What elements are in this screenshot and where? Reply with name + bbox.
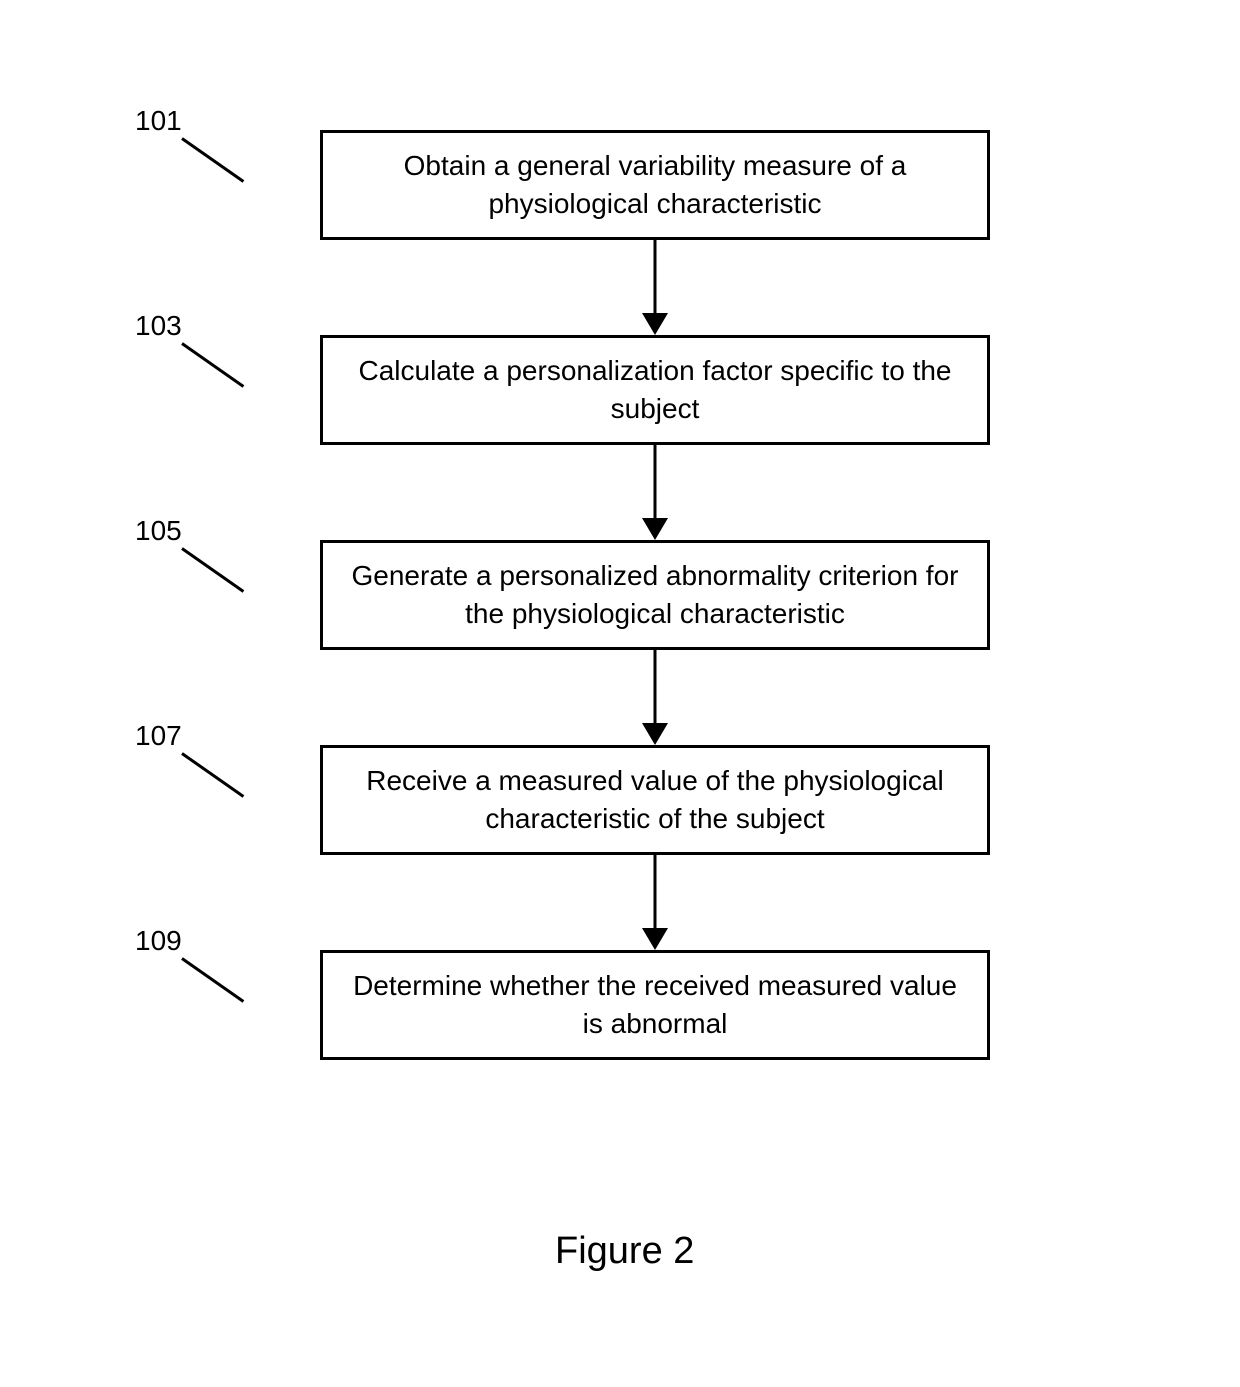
step-label-107: 107 <box>135 720 182 752</box>
step-text-109: Determine whether the received measured … <box>348 967 962 1043</box>
step-text-101: Obtain a general variability measure of … <box>348 147 962 223</box>
label-connector-105 <box>181 547 244 592</box>
arrow-head-4 <box>642 928 668 950</box>
flowchart-step-103: Calculate a personalization factor speci… <box>320 335 990 445</box>
step-label-103: 103 <box>135 310 182 342</box>
flowchart: 101 Obtain a general variability measure… <box>0 0 1240 1387</box>
arrow-head-1 <box>642 313 668 335</box>
arrow-head-2 <box>642 518 668 540</box>
arrow-line-1 <box>654 240 657 313</box>
flowchart-step-109: Determine whether the received measured … <box>320 950 990 1060</box>
label-connector-109 <box>181 957 244 1002</box>
flowchart-step-105: Generate a personalized abnormality crit… <box>320 540 990 650</box>
label-connector-107 <box>181 752 244 797</box>
step-text-103: Calculate a personalization factor speci… <box>348 352 962 428</box>
arrow-line-4 <box>654 855 657 928</box>
label-connector-101 <box>181 137 244 182</box>
flowchart-step-107: Receive a measured value of the physiolo… <box>320 745 990 855</box>
step-label-109: 109 <box>135 925 182 957</box>
arrow-line-3 <box>654 650 657 723</box>
flowchart-step-101: Obtain a general variability measure of … <box>320 130 990 240</box>
arrow-line-2 <box>654 445 657 518</box>
step-label-101: 101 <box>135 105 182 137</box>
step-label-105: 105 <box>135 515 182 547</box>
step-text-105: Generate a personalized abnormality crit… <box>348 557 962 633</box>
step-text-107: Receive a measured value of the physiolo… <box>348 762 962 838</box>
figure-caption: Figure 2 <box>555 1230 694 1273</box>
arrow-head-3 <box>642 723 668 745</box>
label-connector-103 <box>181 342 244 387</box>
